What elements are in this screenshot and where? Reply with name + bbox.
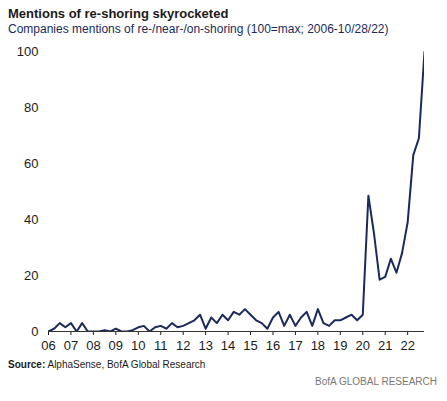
html-text:BofA GLOBAL RESEARCH: BofA GLOBAL RESEARCH xyxy=(315,376,437,387)
svg-text:40: 40 xyxy=(24,212,38,227)
svg-text:20: 20 xyxy=(356,338,370,353)
svg-text:13: 13 xyxy=(198,338,212,353)
svg-text:08: 08 xyxy=(86,338,100,353)
svg-text:06: 06 xyxy=(41,338,55,353)
svg-text:20: 20 xyxy=(24,268,38,283)
html-text:Mentions of re-shoring skyrock: Mentions of re-shoring skyrocketed xyxy=(8,6,229,21)
svg-text:80: 80 xyxy=(24,100,38,115)
svg-text:14: 14 xyxy=(221,338,235,353)
svg-text:22: 22 xyxy=(400,338,414,353)
svg-text:09: 09 xyxy=(109,338,123,353)
svg-text:16: 16 xyxy=(266,338,280,353)
svg-text:60: 60 xyxy=(24,156,38,171)
html-text:Source: AlphaSense, BofA Globa: Source: AlphaSense, BofA Global Research xyxy=(8,359,206,370)
svg-text:19: 19 xyxy=(333,338,347,353)
svg-text:12: 12 xyxy=(176,338,190,353)
svg-text:11: 11 xyxy=(154,338,168,353)
svg-text:18: 18 xyxy=(311,338,325,353)
svg-text:10: 10 xyxy=(131,338,145,353)
svg-text:0: 0 xyxy=(31,324,38,339)
svg-text:07: 07 xyxy=(64,338,78,353)
svg-text:17: 17 xyxy=(288,338,302,353)
html-text:Companies mentions of re-/near: Companies mentions of re-/near-/on-shori… xyxy=(8,22,389,36)
svg-text:15: 15 xyxy=(243,338,257,353)
svg-text:21: 21 xyxy=(378,338,392,353)
svg-text:100: 100 xyxy=(17,44,39,59)
